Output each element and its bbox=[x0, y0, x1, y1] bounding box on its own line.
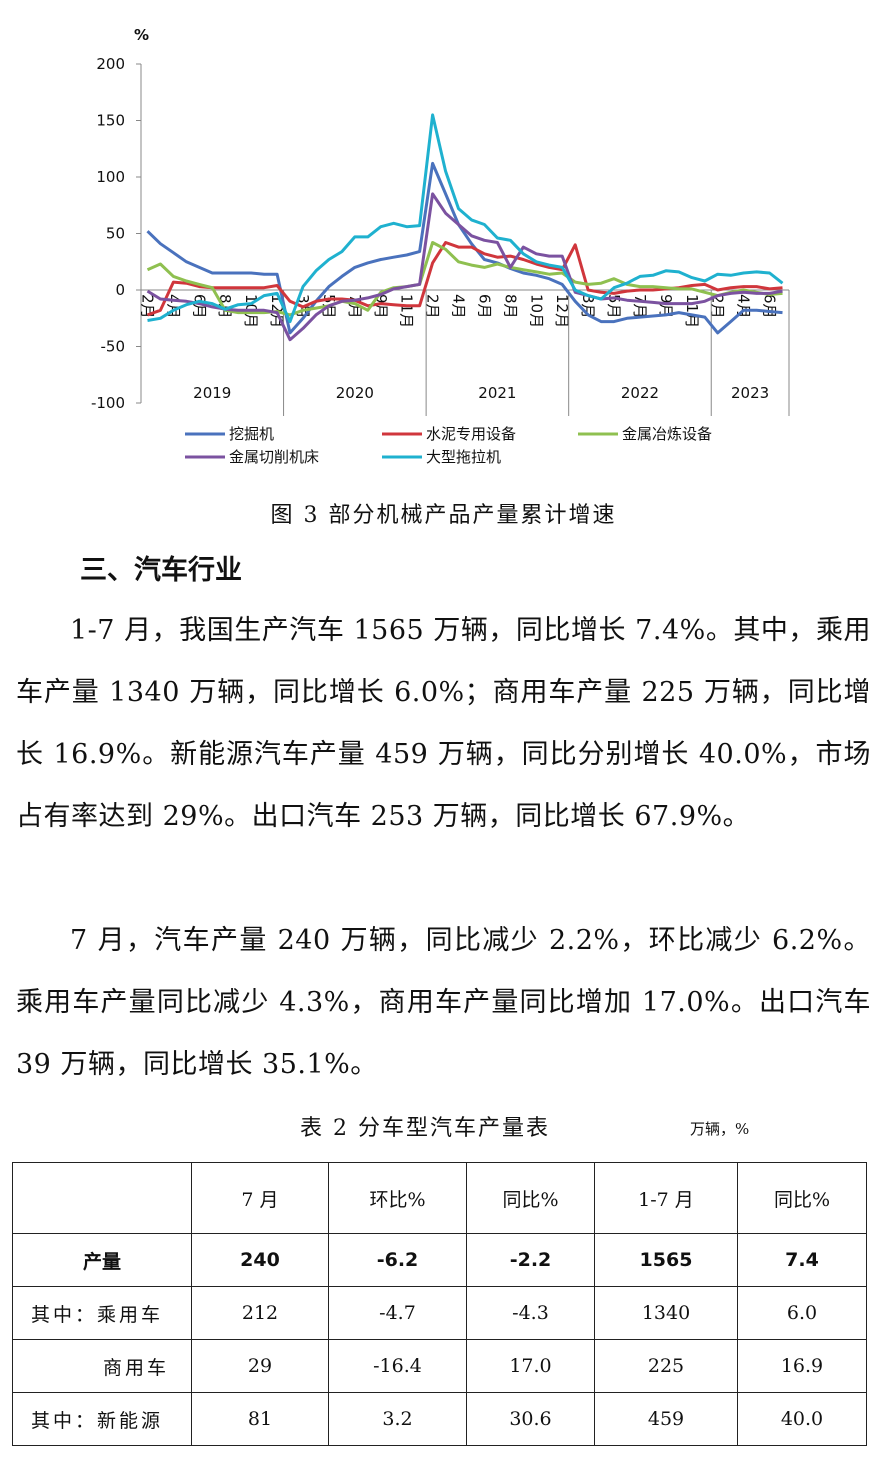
x-tick-label: 3月 bbox=[579, 294, 597, 319]
table-cell: 3.2 bbox=[328, 1392, 467, 1446]
table-cell: 1340 bbox=[594, 1286, 738, 1340]
x-tick-label: 9月 bbox=[657, 294, 675, 319]
table-cell: -6.2 bbox=[328, 1233, 467, 1287]
table-row: 产量 240 -6.2 -2.2 1565 7.4 bbox=[12, 1233, 867, 1287]
y-tick-label: -50 bbox=[101, 338, 126, 356]
table-cell: 81 bbox=[191, 1392, 329, 1446]
year-label: 2022 bbox=[621, 384, 659, 402]
table-caption: 表 2 分车型汽车产量表 bbox=[300, 1116, 550, 1141]
table-unit: 万辆，% bbox=[690, 1120, 750, 1138]
header-cell: 同比% bbox=[737, 1162, 867, 1234]
data-table: 7 月 环比% 同比% 1-7 月 同比% 产量 240 -6.2 -2.2 1565 7… bbox=[12, 1162, 867, 1446]
x-tick-label: 10月 bbox=[527, 294, 545, 328]
y-tick-label: 150 bbox=[96, 112, 125, 130]
table-cell: -4.7 bbox=[328, 1286, 467, 1340]
table-cell: -16.4 bbox=[328, 1339, 467, 1393]
table-row: 其中：乘用车 212 -4.7 -4.3 1340 6.0 bbox=[12, 1286, 867, 1340]
x-tick-label: 2月 bbox=[709, 294, 727, 319]
x-tick-label: 12月 bbox=[553, 294, 571, 328]
header-cell bbox=[12, 1162, 192, 1234]
x-tick-label: 2月 bbox=[424, 294, 442, 319]
table-cell: 其中：乘用车 bbox=[12, 1286, 192, 1340]
x-tick-label: 4月 bbox=[450, 294, 468, 319]
x-tick-label: 7月 bbox=[631, 294, 649, 319]
legend-label: 金属切削机床 bbox=[229, 448, 319, 466]
y-tick-label: 0 bbox=[115, 281, 125, 299]
table-cell: 29 bbox=[191, 1339, 329, 1393]
year-label: 2021 bbox=[478, 384, 516, 402]
table-cell: -2.2 bbox=[466, 1233, 595, 1287]
y-tick-label: 50 bbox=[106, 225, 125, 243]
table-cell: 商用车 bbox=[12, 1339, 192, 1393]
table-cell: 225 bbox=[594, 1339, 738, 1393]
x-tick-label: 6月 bbox=[190, 294, 208, 319]
table-header: 7 月 环比% 同比% 1-7 月 同比% bbox=[12, 1162, 867, 1234]
table-cell: 其中：新能源 bbox=[12, 1392, 192, 1446]
x-tick-label: 6月 bbox=[475, 294, 493, 319]
year-label: 2023 bbox=[731, 384, 769, 402]
section-heading: 三、汽车行业 bbox=[80, 555, 242, 586]
table-row: 其中：新能源 81 3.2 30.6 459 40.0 bbox=[12, 1392, 867, 1446]
year-label: 2019 bbox=[193, 384, 231, 402]
y-unit: % bbox=[134, 26, 149, 44]
legend-label: 水泥专用设备 bbox=[426, 425, 516, 443]
series-line bbox=[146, 241, 783, 317]
paragraph: 7 月，汽车产量 240 万辆，同比减少 2.2%，环比减少 6.2%。乘用车产… bbox=[16, 925, 871, 1080]
table-cell: -4.3 bbox=[466, 1286, 595, 1340]
table-cell: 16.9 bbox=[737, 1339, 867, 1393]
y-tick-label: 200 bbox=[96, 55, 125, 73]
header-cell: 同比% bbox=[466, 1162, 595, 1234]
figure-caption: 图 3 部分机械产品产量累计增速 bbox=[270, 503, 617, 528]
x-tick-label: 11月 bbox=[683, 294, 701, 328]
table-cell: 17.0 bbox=[466, 1339, 595, 1393]
y-tick-label: 100 bbox=[96, 168, 125, 186]
table-cell: 6.0 bbox=[737, 1286, 867, 1340]
x-tick-label: 2月 bbox=[138, 294, 156, 319]
header-cell: 7 月 bbox=[191, 1162, 329, 1234]
legend-label: 挖掘机 bbox=[229, 425, 274, 443]
x-tick-label: 8月 bbox=[501, 294, 519, 319]
x-tick-label: 6月 bbox=[761, 294, 779, 319]
header-cell: 环比% bbox=[328, 1162, 467, 1234]
table-cell: 40.0 bbox=[737, 1392, 867, 1446]
legend-label: 大型拖拉机 bbox=[426, 448, 501, 466]
table-cell: 240 bbox=[191, 1233, 329, 1287]
table-cell: 1565 bbox=[594, 1233, 738, 1287]
y-tick-label: -100 bbox=[91, 394, 125, 412]
paragraph: 1-7 月，我国生产汽车 1565 万辆，同比增长 7.4%。其中，乘用车产量 … bbox=[16, 615, 871, 832]
legend-label: 金属冶炼设备 bbox=[622, 425, 712, 443]
table-cell: 产量 bbox=[12, 1233, 192, 1287]
table-cell: 212 bbox=[191, 1286, 329, 1340]
x-tick-label: 11月 bbox=[398, 294, 416, 328]
table-row: 商用车 29 -16.4 17.0 225 16.9 bbox=[12, 1339, 867, 1393]
year-label: 2020 bbox=[336, 384, 374, 402]
table-cell: 7.4 bbox=[737, 1233, 867, 1287]
series-line bbox=[146, 161, 783, 335]
series-line bbox=[147, 113, 784, 324]
table-cell: 459 bbox=[594, 1392, 738, 1446]
table-cell: 30.6 bbox=[466, 1392, 595, 1446]
series-line bbox=[146, 192, 783, 342]
header-cell: 1-7 月 bbox=[594, 1162, 738, 1234]
